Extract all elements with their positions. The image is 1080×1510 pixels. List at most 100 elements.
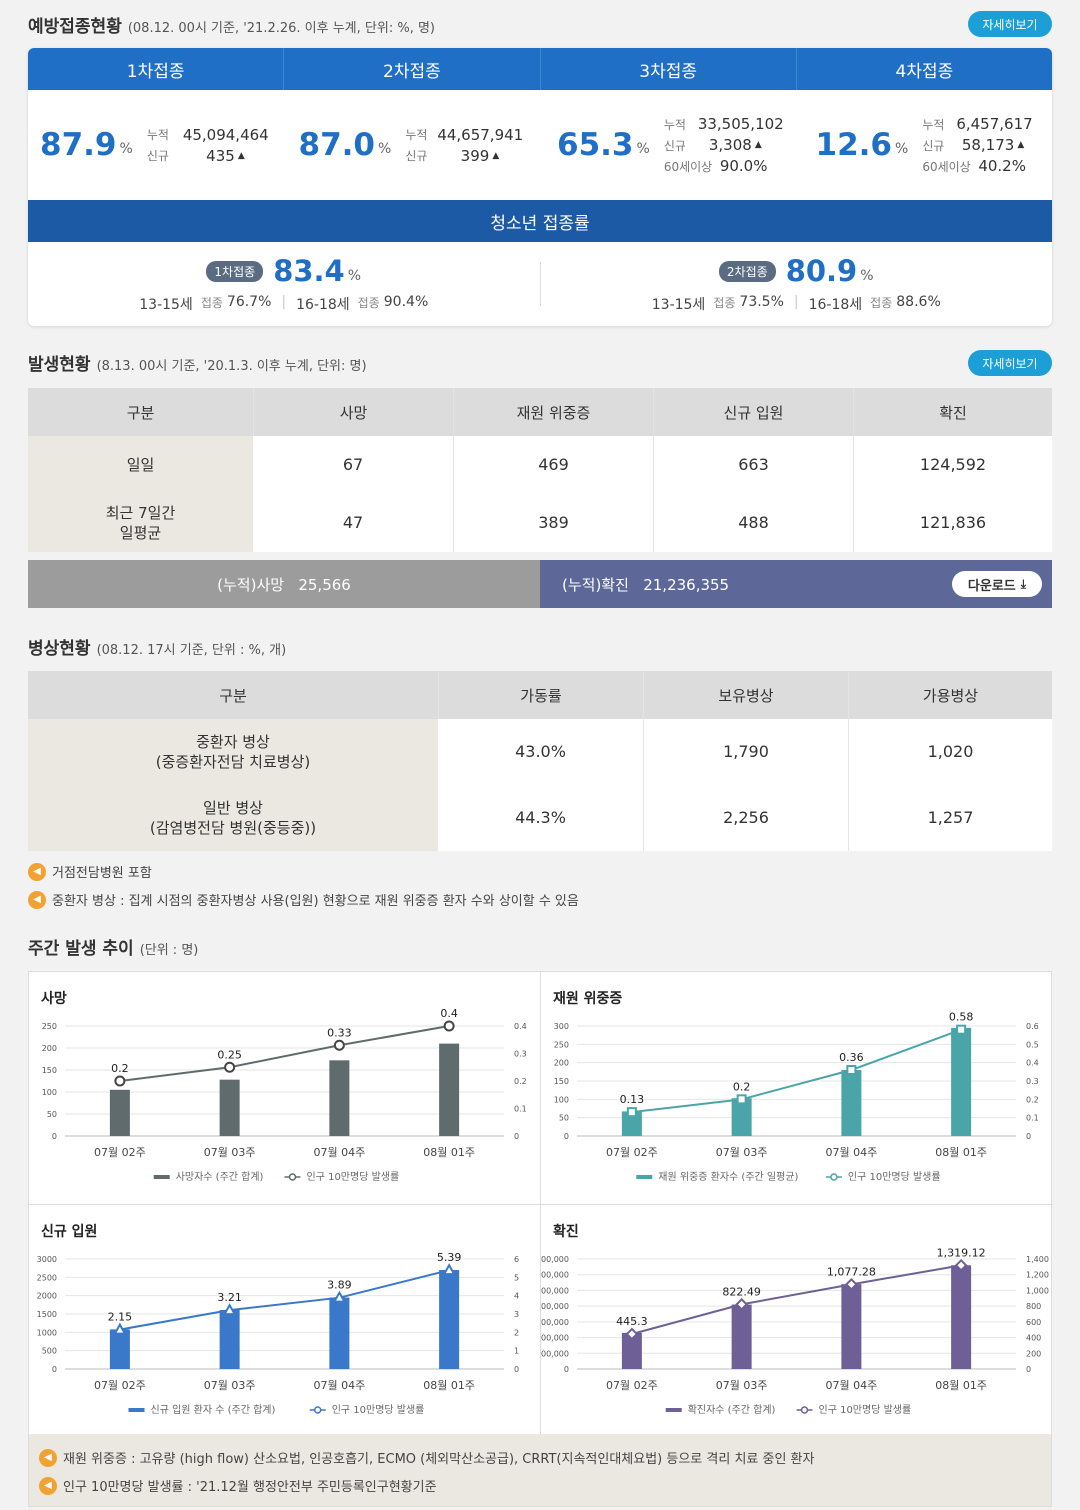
y-tick-label: 2500 — [37, 1273, 57, 1282]
data-label: 2.15 — [108, 1311, 133, 1324]
bar — [621, 1332, 642, 1369]
rate-point — [626, 1107, 637, 1118]
x-tick-label: 08월 01주 — [423, 1379, 475, 1392]
rate-point — [222, 1303, 237, 1316]
chart-critical: 재원 위중증 0 50 100 150 200 250 300 0 0.1 0.2 0.3 0.4 0.… — [541, 972, 1052, 1204]
data-label: 0.58 — [949, 1011, 974, 1024]
up-triangle-icon: ▲ — [754, 140, 762, 150]
x-tick-label: 07월 04주 — [314, 1379, 366, 1392]
x-tick-label: 07월 02주 — [606, 1146, 658, 1159]
data-label: 1,077.28 — [827, 1265, 876, 1278]
dose-2-new: 399 — [460, 146, 490, 165]
beds-note-1: ◀ 거점전담병원 포함 — [28, 862, 152, 881]
beds-header: 병상현황 (08.12. 17시 기준, 단위 : %, 개) — [28, 634, 286, 659]
data-label: 5.39 — [437, 1251, 462, 1264]
y-tick-label: 250 — [42, 1022, 57, 1031]
teen-dose-2: 2차접종 80.9 % 13-15세 접종 73.5% | 16-18세 접종 88.6… — [651, 254, 941, 313]
y-tick-label: 1000 — [37, 1328, 57, 1337]
dose-2-stats: 87.0 % 누적 44,657,941 신규 399 ▲ — [298, 125, 524, 165]
cumulative-death: (누적)사망 25,566 — [28, 560, 540, 608]
chart-svg: 0 50 100 150 200 250 0 0.1 0.2 0.3 0.4 07월 02주 07월 0… — [42, 1007, 527, 1183]
bar — [329, 1297, 350, 1369]
rate-point — [332, 1290, 347, 1303]
weekly-title: 주간 발생 추이 — [28, 939, 134, 959]
y2-tick-label: 200 — [1026, 1349, 1041, 1358]
dose-stats-row: 87.9 % 누적 45,094,464 신규 435 ▲ 87.0 % 누적 44,6… — [28, 90, 1052, 200]
rate-line — [119, 1025, 450, 1082]
y-tick-label: 0 — [52, 1365, 57, 1374]
up-triangle-icon: ▲ — [492, 150, 500, 161]
occurrence-header: 발생현황 (8.13. 00시 기준, '20.1.3. 이후 누계, 단위: … — [28, 350, 367, 375]
weekly-charts: 사망 0 50 100 150 200 250 0 0.1 0.2 0.3 0.4 07월 02주 07… — [28, 971, 1053, 1507]
y2-tick-label: 0.4 — [1026, 1059, 1039, 1068]
rate-line — [631, 1264, 962, 1335]
teen-dose-2-rate: 80.9 — [785, 254, 858, 288]
teen-dose-1: 1차접종 83.4 % 13-15세 접종 76.7% | 16-18세 접종 90.4… — [139, 254, 429, 313]
weekly-header: 주간 발생 추이 (단위 : 명) — [28, 934, 198, 959]
y-tick-label: 300,000 — [541, 1318, 569, 1327]
vaccination-more-button[interactable]: 자세히보기 — [968, 11, 1052, 37]
tab-dose-3[interactable]: 3차접종 — [541, 48, 797, 90]
rate-point — [954, 1258, 968, 1272]
data-label: 3.89 — [327, 1279, 352, 1292]
data-label: 0.36 — [839, 1051, 864, 1064]
occurrence-more-button[interactable]: 자세히보기 — [968, 350, 1052, 376]
legend-label: 인구 10만명당 발생률 — [332, 1404, 425, 1416]
tab-dose-2[interactable]: 2차접종 — [284, 48, 541, 90]
y2-tick-label: 4 — [514, 1292, 519, 1301]
y2-tick-label: 6 — [514, 1255, 519, 1264]
rate-point — [846, 1065, 857, 1075]
dose-1-stats: 87.9 % 누적 45,094,464 신규 435 ▲ — [40, 125, 269, 165]
vaccination-header: 예방접종현황 (08.12. 00시 기준, '21.2.26. 이후 누계, … — [28, 12, 435, 37]
speaker-icon: ◀ — [28, 862, 46, 881]
speaker-icon: ◀ — [39, 1476, 57, 1495]
y-tick-label: 0 — [52, 1132, 57, 1141]
y-tick-label: 600,000 — [541, 1271, 569, 1280]
bar — [109, 1329, 130, 1369]
table-header: 구분 가동률 보유병상 가용병상 — [28, 671, 1052, 719]
legend-label: 신규 입원 환자 수 (주간 합계) — [151, 1403, 276, 1416]
divider — [539, 262, 541, 306]
beds-note-2: ◀ 중환자 병상 : 집계 시점의 중환자병상 사용(입원) 현황으로 재원 위… — [28, 890, 579, 909]
download-button[interactable]: 다운로드 ⤓ — [952, 571, 1042, 597]
data-label: 0.25 — [217, 1048, 242, 1061]
teen-dose-2-pill: 2차접종 — [718, 260, 776, 282]
bar — [951, 1027, 972, 1136]
rate-point — [224, 1061, 236, 1073]
y-tick-label: 500 — [42, 1347, 57, 1356]
y2-tick-label: 0.2 — [1026, 1095, 1039, 1104]
rate-point — [844, 1277, 858, 1291]
bar — [439, 1270, 460, 1369]
y2-tick-label: 0.1 — [1026, 1114, 1039, 1123]
beds-subtitle: (08.12. 17시 기준, 단위 : %, 개) — [96, 643, 287, 658]
chart-confirmed: 확진 0100,000200,000300,000400,000500,0006… — [541, 1205, 1052, 1437]
y-tick-label: 150 — [554, 1077, 569, 1086]
legend-swatch — [153, 1175, 170, 1179]
y2-tick-label: 1,200 — [1026, 1271, 1049, 1280]
y-tick-label: 1500 — [37, 1310, 57, 1319]
dose-3-rate: 65.3 — [557, 127, 634, 163]
tab-dose-4[interactable]: 4차접종 — [895, 61, 954, 82]
dose-2-rate: 87.0 — [298, 127, 376, 163]
tab-dose-1[interactable]: 1차접종 — [28, 48, 285, 90]
beds-title: 병상현황 — [28, 639, 91, 659]
legend-label: 확진자수 (주간 합계) — [688, 1404, 776, 1416]
y-tick-label: 200 — [554, 1059, 569, 1068]
x-tick-label: 07월 03주 — [716, 1379, 768, 1392]
y2-tick-label: 0 — [1026, 1365, 1031, 1374]
data-label: 445.3 — [616, 1315, 648, 1328]
bar — [841, 1070, 862, 1136]
y2-tick-label: 5 — [514, 1273, 519, 1282]
x-tick-label: 07월 04주 — [826, 1146, 878, 1159]
legend-marker — [313, 1406, 322, 1414]
speaker-icon: ◀ — [28, 890, 46, 909]
y2-tick-label: 1,000 — [1026, 1286, 1049, 1295]
x-tick-label: 07월 03주 — [204, 1379, 256, 1392]
legend-label: 인구 10만명당 발생률 — [848, 1171, 941, 1183]
rate-point — [625, 1327, 639, 1341]
y-tick-label: 0 — [564, 1365, 569, 1374]
vaccination-subtitle: (08.12. 00시 기준, '21.2.26. 이후 누계, 단위: %, … — [127, 21, 435, 36]
legend-label: 재원 위중증 환자수 (주간 일평균) — [658, 1170, 798, 1183]
chart-svg: 0 500 1000 1500 2000 2500 3000 0 1 2 3 4 5 6 07월 02주 07… — [37, 1251, 519, 1416]
y2-tick-label: 800 — [1026, 1302, 1041, 1311]
